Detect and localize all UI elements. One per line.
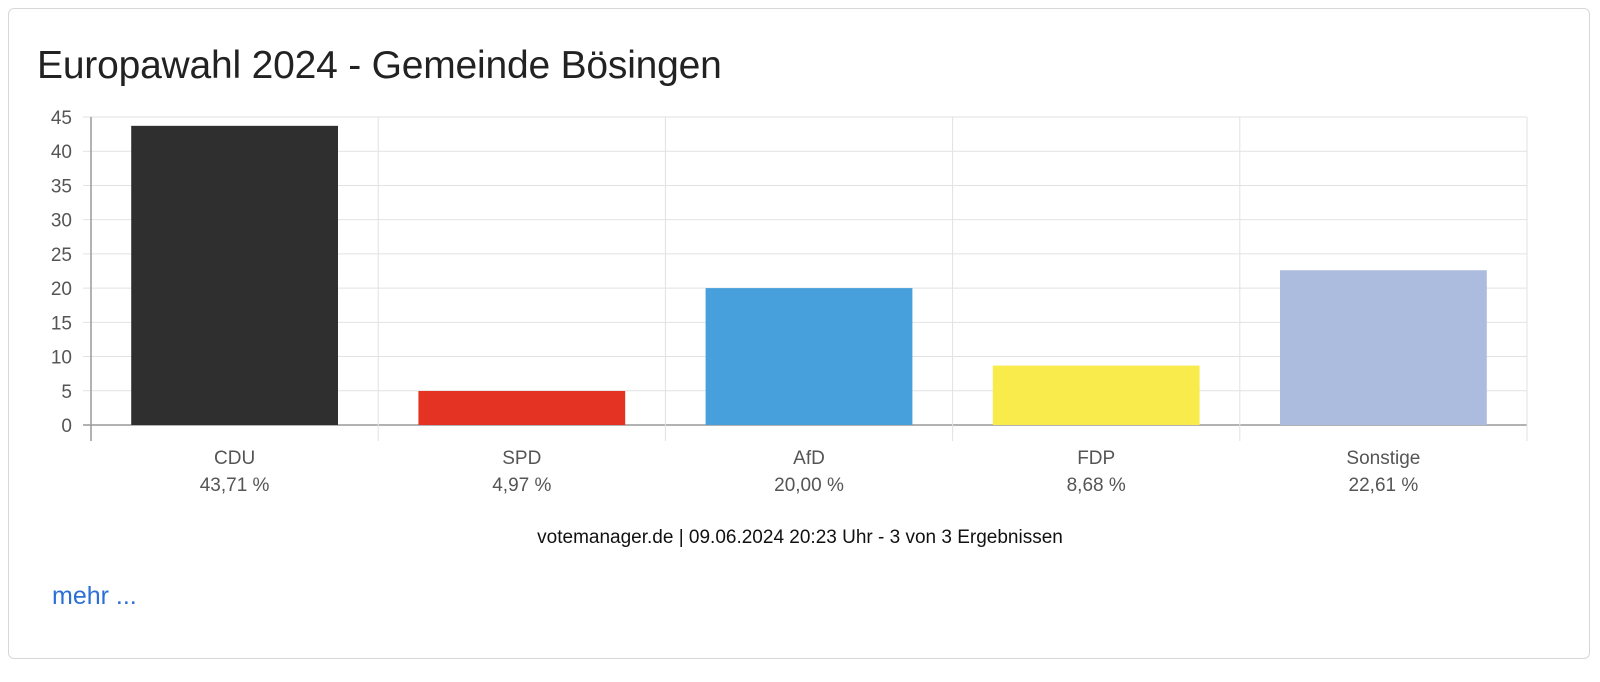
source-footer: votemanager.de | 09.06.2024 20:23 Uhr - …	[537, 527, 1063, 548]
y-tick-label: 35	[51, 176, 72, 197]
bar-value-label: 43,71 %	[200, 475, 270, 496]
bar-value-label: 20,00 %	[774, 475, 844, 496]
y-tick-label: 15	[51, 313, 72, 334]
x-tick-label: SPD	[502, 448, 541, 469]
y-tick-label: 40	[51, 142, 72, 163]
bar-sonstige	[1280, 270, 1487, 425]
chart-card	[8, 8, 1590, 659]
x-tick-label: Sonstige	[1346, 448, 1420, 469]
y-tick-label: 25	[51, 245, 72, 266]
x-tick-label: CDU	[214, 448, 255, 469]
bar-spd	[418, 390, 626, 425]
bar-afd	[705, 288, 913, 425]
y-tick-label: 20	[51, 279, 72, 300]
chart-title: Europawahl 2024 - Gemeinde Bösingen	[37, 44, 722, 87]
y-tick-label: 0	[61, 416, 72, 437]
bar-value-label: 22,61 %	[1349, 475, 1419, 496]
y-tick-label: 10	[51, 348, 72, 369]
bar-cdu	[131, 125, 338, 425]
more-link[interactable]: mehr ...	[52, 582, 137, 610]
x-tick-label: AfD	[793, 448, 825, 469]
y-tick-label: 5	[61, 382, 72, 403]
x-tick-label: FDP	[1077, 448, 1115, 469]
y-tick-label: 30	[51, 211, 72, 232]
bar-value-label: 8,68 %	[1067, 475, 1126, 496]
bar-fdp	[992, 365, 1200, 425]
y-tick-label: 45	[51, 108, 72, 129]
bar-value-label: 4,97 %	[492, 475, 551, 496]
